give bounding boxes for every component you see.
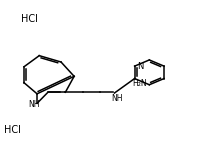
Text: NH: NH [111,94,122,103]
Text: N: N [137,62,143,71]
Text: NH: NH [28,100,39,109]
Text: H₂N: H₂N [132,79,147,88]
Text: HCl: HCl [21,14,37,24]
Text: HCl: HCl [4,125,21,135]
